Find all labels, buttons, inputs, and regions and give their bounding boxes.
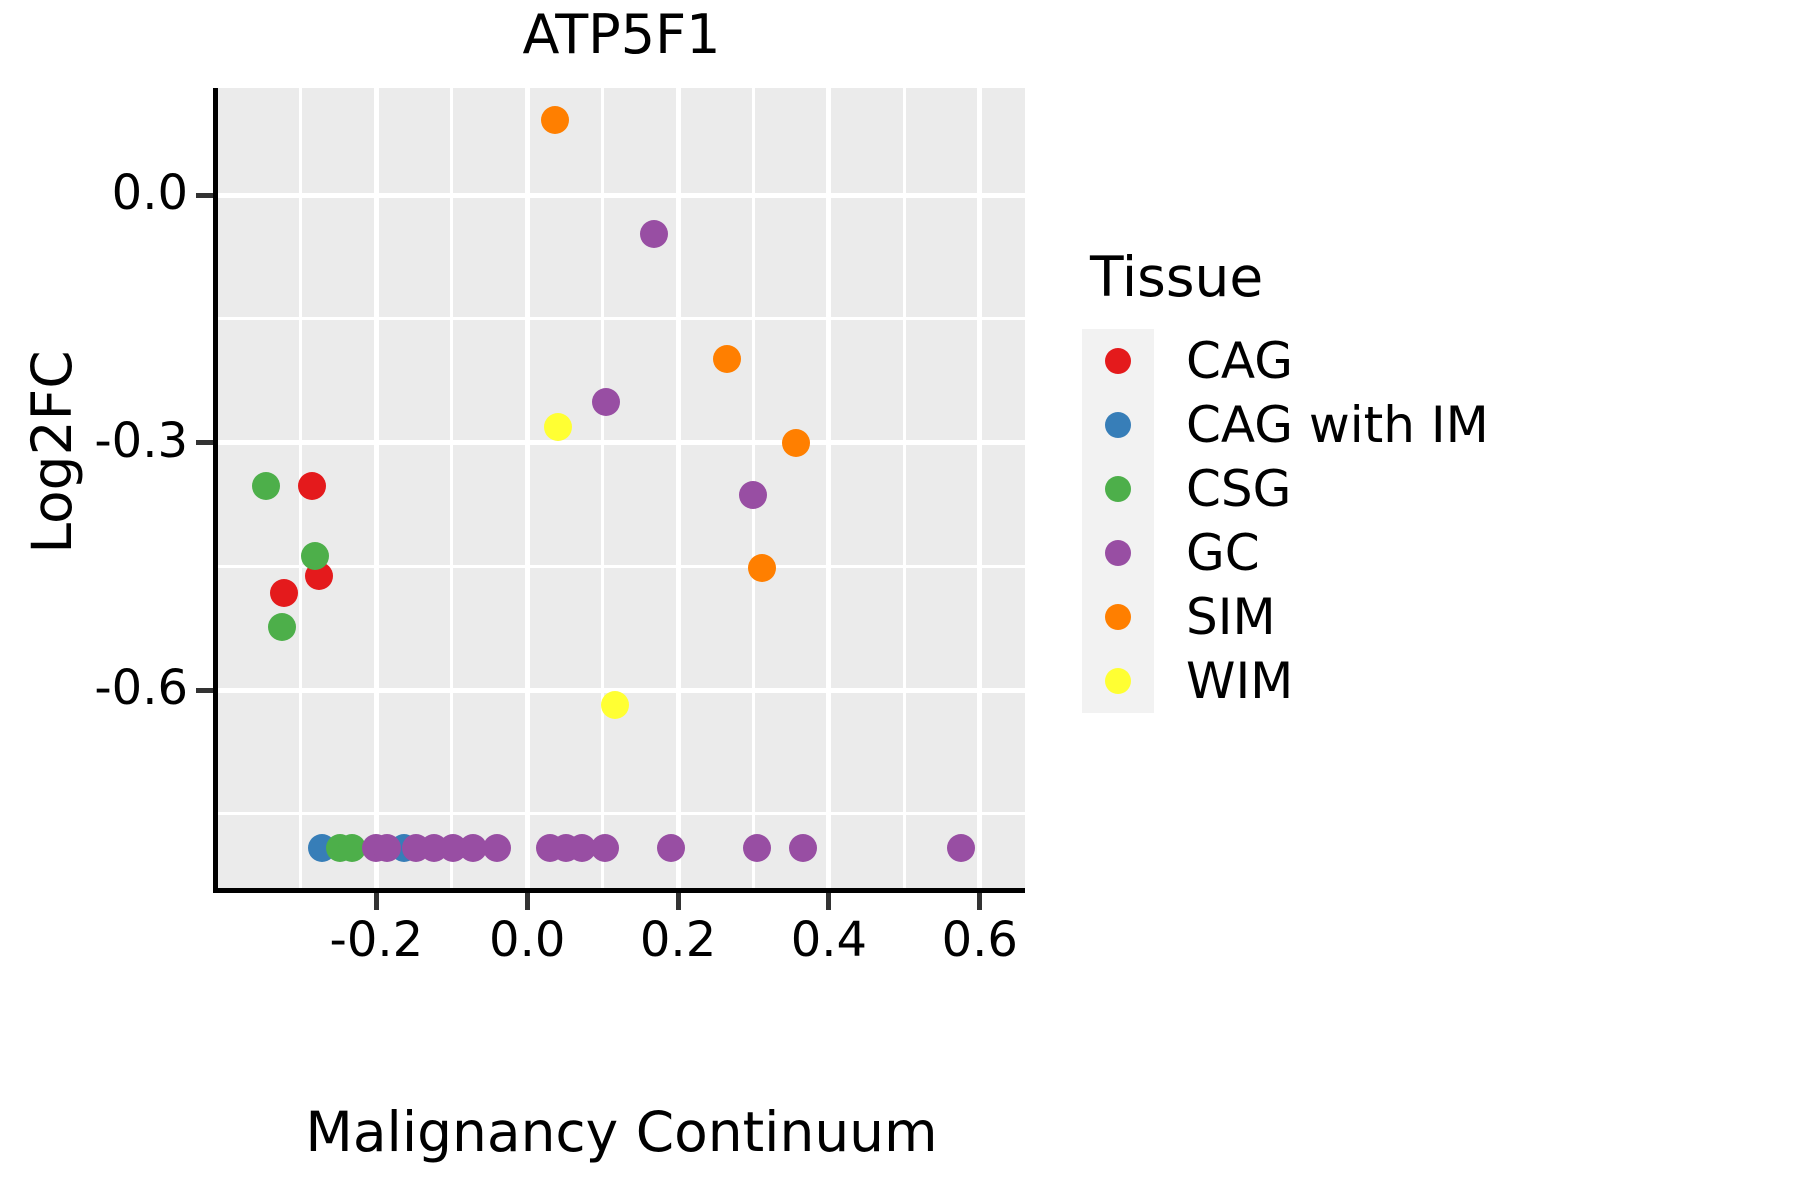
gridline-vertical-major	[524, 88, 530, 888]
legend-item-label: SIM	[1186, 588, 1276, 646]
x-tick-mark	[977, 893, 983, 910]
legend-dot-icon	[1105, 540, 1131, 566]
gridline-vertical-major	[675, 88, 681, 888]
data-point	[268, 612, 297, 641]
data-point	[601, 690, 630, 719]
y-tick-mark	[196, 440, 213, 446]
data-point	[338, 834, 367, 863]
gridline-horizontal-major	[218, 192, 1025, 198]
y-tick-mark	[196, 687, 213, 693]
data-point	[300, 541, 329, 570]
legend-dot-icon	[1105, 604, 1131, 630]
gridline-vertical-minor	[450, 88, 454, 888]
page-title: ATP5F1	[522, 3, 721, 66]
data-point	[270, 578, 299, 607]
data-point	[782, 429, 811, 458]
y-tick-mark	[196, 192, 213, 198]
data-point	[372, 834, 401, 863]
data-point	[251, 471, 280, 500]
legend-dot-icon	[1105, 348, 1131, 374]
y-tick-label: -0.3	[94, 412, 188, 469]
data-point	[483, 834, 512, 863]
data-point	[747, 554, 776, 582]
data-point	[544, 412, 573, 441]
legend-items: CAG CAG with IM CSG GC SIM WIM	[1082, 329, 1722, 713]
legend-item-cag-with-im[interactable]: CAG with IM	[1082, 393, 1722, 457]
legend-dot-icon	[1105, 412, 1131, 438]
legend-item-wim[interactable]: WIM	[1082, 649, 1722, 713]
x-axis-line	[213, 888, 1025, 893]
y-tick-label: 0.0	[111, 165, 188, 222]
data-point	[298, 471, 327, 500]
gridline-vertical-major	[977, 88, 983, 888]
gridline-horizontal-minor	[218, 317, 1025, 321]
x-tick-label: -0.2	[329, 912, 424, 968]
legend-title: Tissue	[1090, 245, 1264, 309]
data-point	[592, 388, 621, 417]
gridline-horizontal-major	[218, 440, 1025, 446]
data-point	[656, 834, 685, 863]
data-point	[743, 834, 772, 863]
x-tick-mark	[675, 893, 681, 910]
legend: Tissue CAG CAG with IM CSG GC SIM WIM	[1082, 250, 1722, 713]
gridline-horizontal-major	[218, 687, 1025, 693]
data-point	[739, 480, 768, 509]
gridline-vertical-minor	[902, 88, 906, 888]
data-point	[713, 345, 742, 374]
legend-item-csg[interactable]: CSG	[1082, 457, 1722, 521]
data-point	[567, 834, 596, 863]
y-tick-label: -0.6	[94, 660, 188, 717]
legend-key-swatch	[1082, 457, 1154, 521]
x-tick-mark	[524, 893, 530, 910]
legend-item-label: GC	[1186, 524, 1260, 582]
y-axis-title: Log2FC	[20, 350, 84, 554]
legend-item-label: CAG	[1186, 332, 1293, 390]
x-tick-mark	[826, 893, 832, 910]
plot-panel	[218, 88, 1025, 888]
legend-key-swatch	[1082, 585, 1154, 649]
legend-key-swatch	[1082, 329, 1154, 393]
data-point	[788, 834, 817, 863]
x-tick-label: 0.4	[790, 912, 868, 968]
legend-key-swatch	[1082, 393, 1154, 457]
legend-key-swatch	[1082, 521, 1154, 585]
legend-item-label: CSG	[1186, 460, 1292, 518]
legend-dot-icon	[1105, 476, 1131, 502]
data-point	[458, 834, 487, 863]
gridline-horizontal-minor	[218, 812, 1025, 816]
legend-item-cag[interactable]: CAG	[1082, 329, 1722, 393]
gridline-horizontal-minor	[218, 564, 1025, 568]
legend-item-label: CAG with IM	[1186, 396, 1489, 454]
data-point	[590, 834, 619, 863]
legend-item-label: WIM	[1186, 652, 1294, 710]
gridline-vertical-major	[826, 88, 832, 888]
gridline-vertical-minor	[601, 88, 605, 888]
legend-item-sim[interactable]: SIM	[1082, 585, 1722, 649]
data-point	[541, 106, 570, 135]
x-tick-mark	[373, 893, 379, 910]
gridline-vertical-major	[373, 88, 379, 888]
data-point	[639, 219, 668, 248]
legend-dot-icon	[1105, 668, 1131, 694]
legend-item-gc[interactable]: GC	[1082, 521, 1722, 585]
y-axis-line	[213, 88, 218, 891]
x-tick-label: 0.6	[941, 912, 1018, 968]
legend-key-swatch	[1082, 649, 1154, 713]
x-tick-label: 0.2	[639, 912, 717, 968]
x-axis-title: Malignancy Continuum	[305, 1100, 938, 1164]
x-tick-label: 0.0	[489, 912, 566, 968]
data-point	[946, 834, 975, 863]
